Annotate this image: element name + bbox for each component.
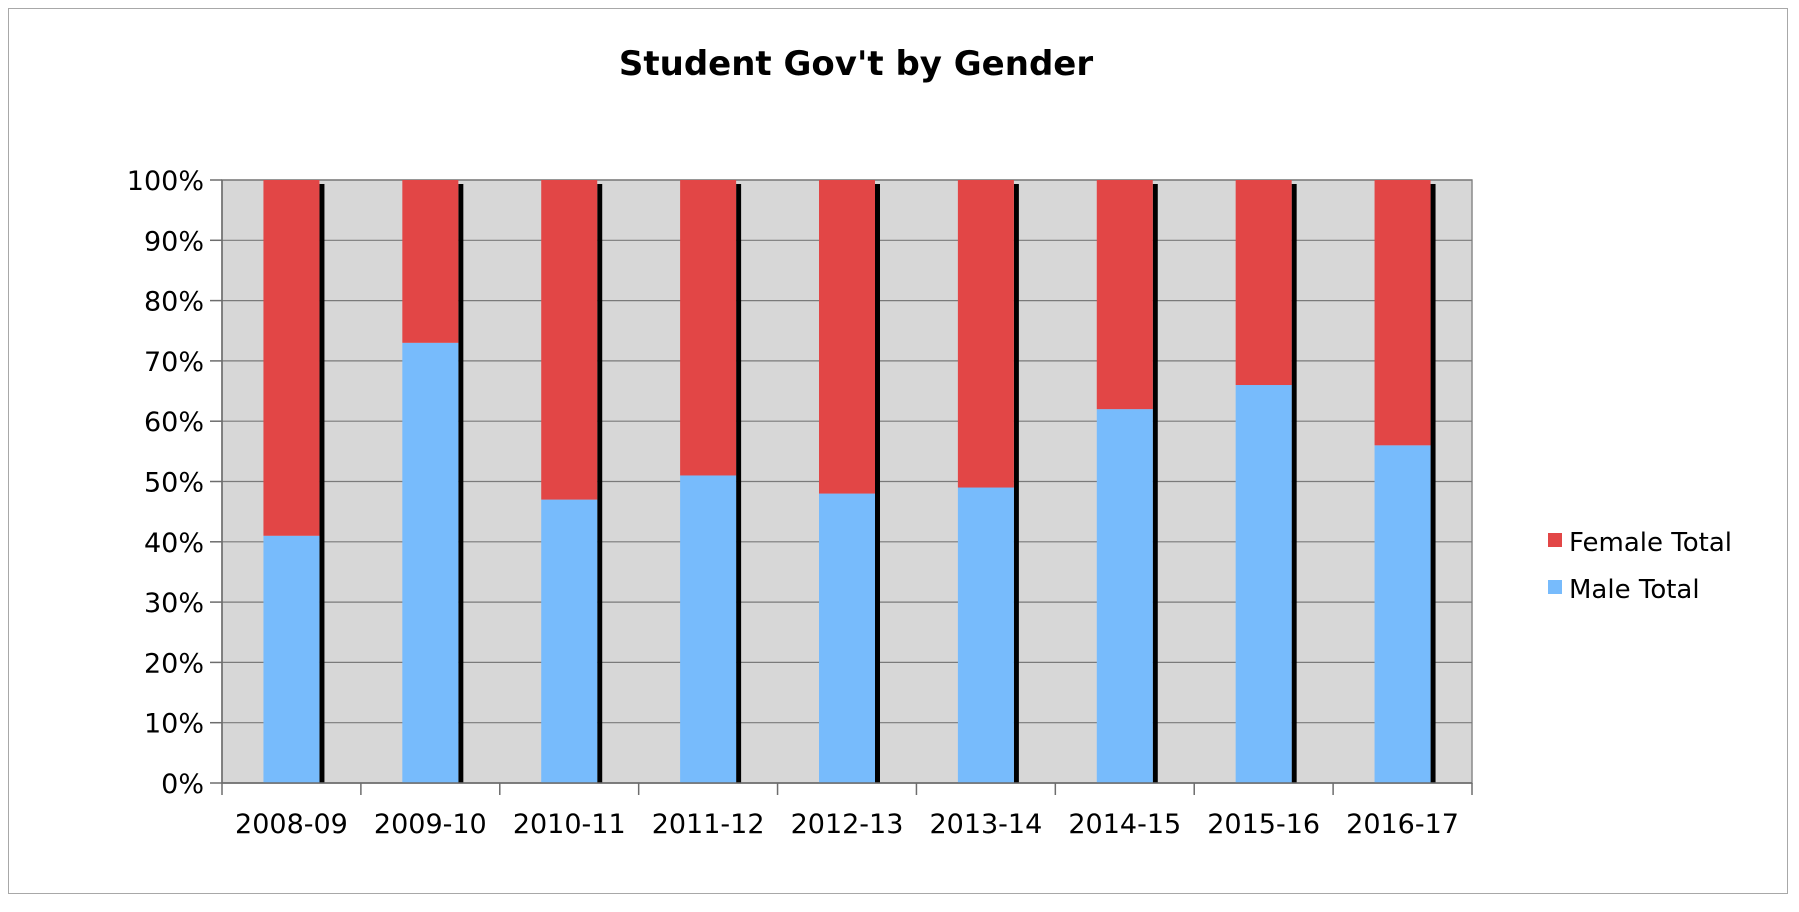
x-tick-label: 2013-14: [929, 809, 1042, 840]
bar-female-total: [1374, 180, 1431, 446]
legend: Female Total Male Total: [1548, 528, 1732, 605]
y-tick-label: 100%: [127, 166, 204, 197]
bar-shadow: [1152, 184, 1158, 783]
x-tick-label: 2015-16: [1207, 809, 1320, 840]
y-tick-label: 60%: [144, 407, 204, 438]
bar-shadow: [597, 184, 603, 783]
x-tick-label: 2009-10: [374, 809, 487, 840]
y-tick-label: 70%: [144, 347, 204, 378]
y-axis-ticks: 0% 10% 20% 30% 40% 50% 60% 70% 80% 90% 100%: [127, 166, 222, 800]
bar-female-total: [819, 180, 875, 494]
x-tick-label: 2016-17: [1346, 809, 1459, 840]
y-tick-label: 30%: [144, 588, 204, 619]
y-tick-label: 10%: [144, 709, 204, 740]
bar-male-total: [819, 493, 875, 783]
bar-male-total: [402, 342, 459, 783]
legend-label: Male Total: [1569, 575, 1700, 605]
x-tick-label: 2010-11: [513, 809, 626, 840]
x-tick-label: 2011-12: [652, 809, 765, 840]
bar-male-total: [957, 487, 1014, 783]
bar-female-total: [402, 180, 459, 343]
bar-male-total: [1096, 409, 1153, 783]
y-tick-label: 0%: [161, 769, 204, 800]
bar-shadow: [875, 184, 880, 783]
bar-female-total: [541, 180, 598, 500]
bar-female-total: [263, 180, 320, 536]
bar-male-total: [263, 535, 320, 783]
x-tick-label: 2012-13: [791, 809, 904, 840]
bar-male-total: [1374, 445, 1431, 783]
bar-female-total: [957, 180, 1014, 488]
y-tick-label: 90%: [144, 226, 204, 257]
chart-title: Student Gov't by Gender: [619, 44, 1093, 84]
bar-shadow: [1430, 184, 1436, 783]
y-tick-label: 40%: [144, 528, 204, 559]
bar-male-total: [541, 499, 598, 783]
bar-female-total: [1235, 180, 1292, 386]
bar-shadow: [736, 184, 742, 783]
y-tick-label: 50%: [144, 468, 204, 499]
x-tick-label: 2014-15: [1068, 809, 1181, 840]
bar-shadow: [458, 184, 464, 783]
y-tick-label: 20%: [144, 648, 204, 679]
bar-shadow: [1291, 184, 1297, 783]
legend-label: Female Total: [1569, 528, 1732, 558]
bar-male-total: [680, 475, 737, 783]
bar-female-total: [680, 180, 737, 476]
y-tick-label: 80%: [144, 287, 204, 318]
x-axis-ticks: 2008-09 2009-10 2010-11 2011-12 2012-13 2013-…: [221, 783, 1473, 840]
bar-male-total: [1235, 385, 1292, 783]
bar-shadow: [1013, 184, 1019, 783]
bar-female-total: [1096, 180, 1153, 410]
bar-shadow: [319, 184, 325, 783]
legend-swatch: [1548, 533, 1562, 547]
bar-series: [263, 180, 1436, 783]
legend-swatch: [1548, 580, 1562, 594]
x-tick-label: 2008-09: [235, 809, 348, 840]
